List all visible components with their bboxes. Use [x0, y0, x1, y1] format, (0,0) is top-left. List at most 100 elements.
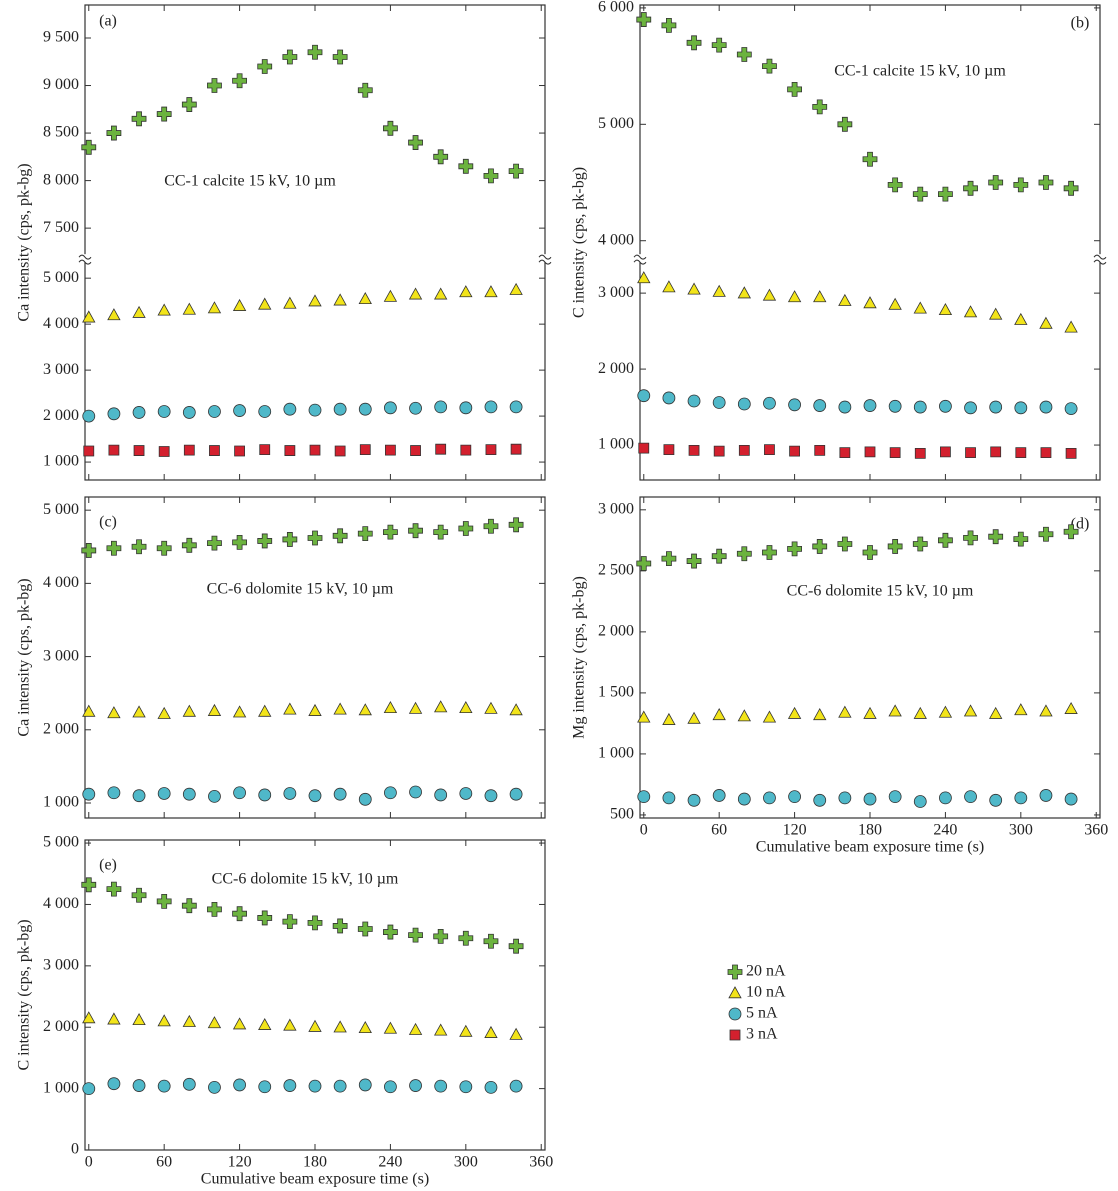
data-point — [938, 303, 953, 316]
data-point — [282, 914, 298, 930]
panel-label: (b) — [1071, 15, 1090, 32]
data-point — [712, 708, 726, 721]
data-point — [258, 1080, 272, 1094]
data-point — [787, 290, 802, 303]
data-point — [862, 151, 878, 167]
data-point — [637, 389, 651, 403]
data-point — [282, 49, 298, 65]
data-point — [484, 1080, 498, 1094]
data-point — [988, 529, 1004, 545]
data-point — [257, 59, 273, 74]
data-point — [332, 49, 348, 65]
data-point — [863, 706, 877, 719]
data-point — [232, 705, 247, 718]
data-point — [307, 44, 323, 60]
data-point — [383, 289, 398, 302]
data-point — [82, 787, 96, 801]
y-tick-label: 5 000 — [598, 115, 634, 132]
data-point — [1064, 792, 1078, 806]
data-point — [132, 705, 146, 718]
data-point — [662, 712, 676, 725]
data-point — [788, 398, 801, 412]
data-point — [181, 537, 197, 553]
data-point — [1064, 402, 1078, 415]
data-point — [108, 444, 120, 456]
data-point — [308, 403, 322, 417]
data-point — [358, 402, 372, 416]
data-point — [483, 168, 499, 184]
axis-break-gap — [634, 254, 646, 263]
data-point — [283, 702, 297, 715]
x-tick-label: 180 — [303, 1154, 327, 1171]
data-point — [283, 296, 297, 309]
data-point — [383, 1021, 398, 1034]
data-point — [408, 927, 423, 943]
y-tick-label: 8 000 — [43, 171, 79, 188]
data-point — [762, 58, 777, 74]
data-point — [637, 790, 651, 804]
data-point — [509, 400, 523, 414]
data-point — [284, 445, 296, 456]
axis-break-gap — [79, 254, 91, 263]
data-point — [989, 307, 1003, 320]
data-point — [509, 1079, 523, 1093]
data-point — [964, 790, 977, 804]
data-point — [637, 710, 651, 723]
data-point — [485, 444, 497, 456]
y-tick-label: 3 000 — [43, 361, 79, 378]
data-point — [333, 293, 347, 306]
data-point — [359, 444, 371, 456]
data-point — [132, 406, 146, 419]
data-point — [863, 792, 877, 806]
axis-break — [1093, 254, 1107, 265]
data-point — [813, 399, 827, 412]
data-point — [787, 541, 802, 557]
data-point — [686, 35, 702, 51]
data-point — [940, 446, 951, 458]
data-point — [459, 401, 473, 415]
data-point — [409, 1079, 422, 1092]
x-axis-label: Cumulative beam exposure time (s) — [201, 1171, 429, 1188]
data-point — [662, 280, 676, 293]
data-point — [409, 785, 422, 799]
data-point — [1039, 789, 1053, 802]
data-point — [81, 877, 97, 893]
data-point — [839, 447, 851, 459]
data-point — [837, 536, 853, 552]
data-point — [1039, 704, 1053, 717]
data-point — [963, 530, 978, 546]
data-point — [208, 405, 221, 418]
data-point — [636, 556, 652, 571]
data-point — [333, 1020, 347, 1033]
data-point — [408, 523, 423, 539]
data-point — [357, 82, 373, 98]
x-tick-label: 120 — [783, 822, 807, 839]
data-point — [307, 530, 323, 546]
data-point — [257, 910, 273, 926]
data-point — [636, 12, 652, 27]
y-tick-label: 0 — [71, 1141, 79, 1158]
data-point — [232, 73, 247, 89]
data-point — [711, 548, 727, 564]
data-point — [435, 443, 447, 455]
y-tick-label: 4 000 — [598, 231, 634, 248]
data-point — [838, 400, 852, 414]
x-tick-label: 360 — [529, 1154, 553, 1171]
data-point — [963, 704, 978, 717]
data-point — [1040, 447, 1052, 459]
data-point — [283, 402, 297, 416]
y-axis-label: Ca intensity (cps, pk-bg) — [16, 578, 33, 736]
axis-break — [538, 254, 552, 265]
data-point — [988, 175, 1004, 190]
data-point — [687, 711, 701, 724]
data-point — [812, 99, 828, 115]
data-point — [1013, 531, 1029, 547]
y-axis-label: C intensity (cps, pk-bg) — [16, 919, 33, 1070]
data-point — [258, 1017, 272, 1030]
y-tick-label: 1 000 — [43, 794, 79, 811]
data-point — [232, 1017, 247, 1030]
data-point — [82, 1082, 96, 1096]
data-point — [484, 285, 498, 298]
data-point — [788, 790, 801, 804]
data-point — [106, 881, 122, 897]
